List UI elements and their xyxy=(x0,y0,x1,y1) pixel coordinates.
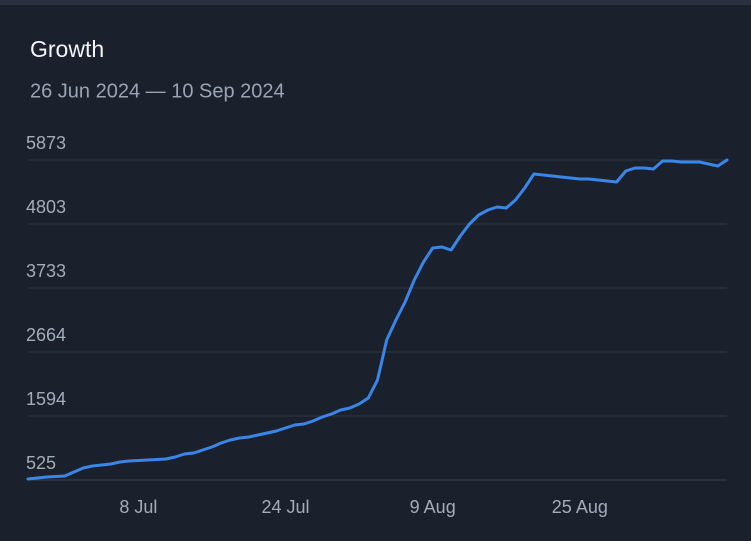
chart-subtitle: 26 Jun 2024 — 10 Sep 2024 xyxy=(30,80,285,102)
y-tick-label: 525 xyxy=(26,453,56,473)
x-tick-label: 8 Jul xyxy=(119,497,157,517)
line xyxy=(26,158,729,481)
x-tick-label: 9 Aug xyxy=(410,497,456,517)
top-border xyxy=(0,0,751,5)
chart-title: Growth xyxy=(30,36,104,62)
y-tick-label: 2664 xyxy=(26,325,66,345)
x-tick-label: 24 Jul xyxy=(262,497,310,517)
y-tick-label: 5873 xyxy=(26,133,66,153)
x-tick-label: 25 Aug xyxy=(552,497,608,517)
y-tick-label: 1594 xyxy=(26,389,66,409)
y-tick-label: 3733 xyxy=(26,261,66,281)
y-tick-label: 4803 xyxy=(26,197,66,217)
